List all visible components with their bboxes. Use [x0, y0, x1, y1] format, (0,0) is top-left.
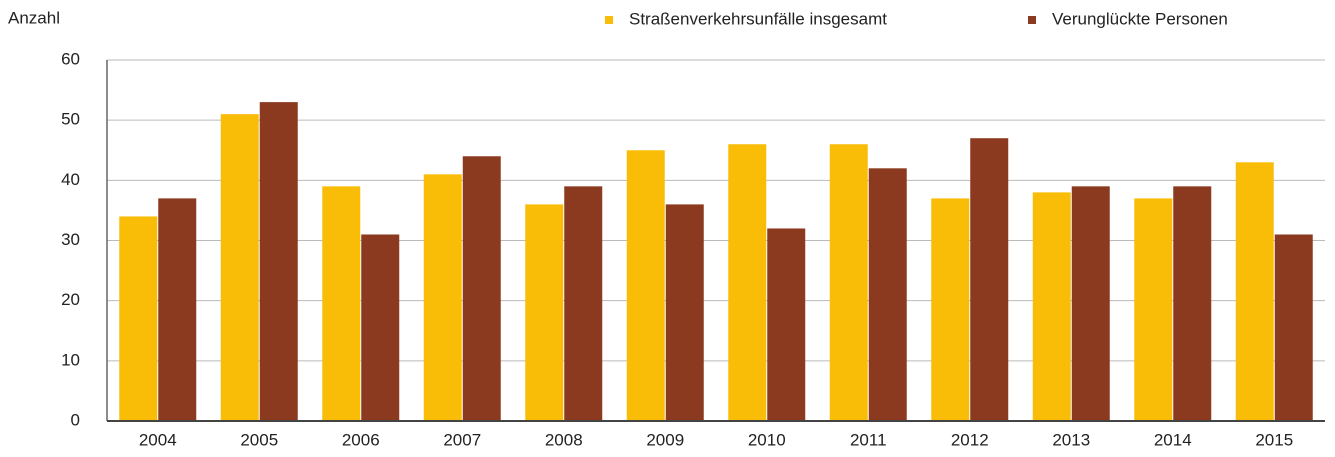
x-tick-label: 2009 [646, 430, 684, 449]
y-tick-label: 20 [61, 290, 80, 309]
legend-swatch [1028, 16, 1036, 24]
y-tick-label: 40 [61, 170, 80, 189]
y-tick-label: 30 [61, 230, 80, 249]
bar [970, 138, 1009, 421]
x-tick-label: 2013 [1052, 430, 1090, 449]
bar [1071, 186, 1110, 421]
legend-swatch [605, 16, 613, 24]
bar [665, 204, 704, 421]
y-tick-label: 50 [61, 110, 80, 129]
legend-label: Straßenverkehrsunfälle insgesamt [629, 9, 887, 28]
y-tick-label: 60 [61, 49, 80, 68]
y-axis-label: Anzahl [8, 8, 60, 27]
bar [361, 234, 400, 421]
bar [322, 186, 361, 421]
x-tick-label: 2007 [443, 430, 481, 449]
x-tick-label: 2004 [139, 430, 177, 449]
x-tick-label: 2015 [1255, 430, 1293, 449]
x-tick-label: 2014 [1154, 430, 1192, 449]
x-tick-label: 2010 [748, 430, 786, 449]
bar [462, 156, 501, 421]
y-tick-label: 10 [61, 350, 80, 369]
bar [1235, 162, 1274, 422]
y-tick-label: 0 [71, 410, 80, 429]
x-tick-label: 2008 [545, 430, 583, 449]
bar [525, 204, 564, 421]
x-tick-label: 2012 [951, 430, 989, 449]
bar [1274, 234, 1313, 421]
bar [423, 174, 462, 421]
bar [564, 186, 603, 421]
bar [931, 198, 970, 421]
bar [1134, 198, 1173, 421]
bar [259, 102, 298, 421]
bar [1173, 186, 1212, 421]
x-tick-label: 2005 [240, 430, 278, 449]
bar [119, 216, 158, 421]
bar [868, 168, 907, 421]
legend-label: Verunglückte Personen [1052, 9, 1228, 28]
bar [626, 150, 665, 421]
bar [220, 114, 259, 422]
x-tick-label: 2011 [850, 430, 887, 449]
x-tick-label: 2006 [342, 430, 380, 449]
bar [829, 144, 868, 421]
bar [767, 228, 806, 421]
bar [1032, 192, 1071, 421]
bar [158, 198, 197, 421]
bar [728, 144, 767, 421]
